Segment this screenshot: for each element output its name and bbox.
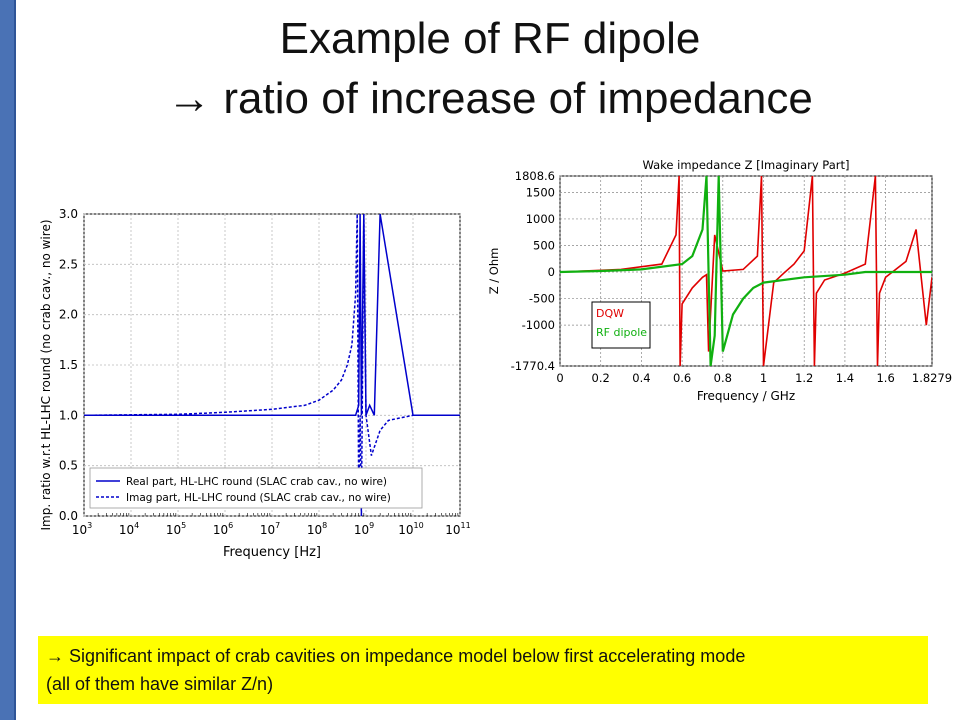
chart2-x-tick-label: 1.2 [795, 371, 813, 385]
chart1-y-tick-label: 1.5 [59, 358, 78, 372]
chart1-legend-label: Imag part, HL-LHC round (SLAC crab cav.,… [126, 492, 391, 504]
chart2-y-tick-label: 0 [548, 265, 555, 279]
chart2-x-tick-label: 1.4 [836, 371, 854, 385]
chart1-x-tick-exponent: 10 [414, 521, 424, 530]
chart1-x-tick-label: 103 [72, 521, 92, 537]
chart1-y-tick-label: 2.0 [59, 308, 78, 322]
chart1-x-tick-label: 108 [307, 521, 327, 537]
chart1-x-tick-label: 109 [354, 521, 374, 537]
slide-title-line1: Example of RF dipole [279, 14, 701, 63]
chart1-y-tick-label: 0.5 [59, 459, 78, 473]
chart2-plot: Wake impedance Z [Imaginary Part] 0 0.2 0.4… [487, 158, 952, 403]
chart2-x-tick-label: 0.2 [592, 371, 610, 385]
chart2-x-tick-label: 1.6 [876, 371, 894, 385]
chart1-legend-label: Real part, HL-LHC round (SLAC crab cav.,… [126, 476, 387, 488]
chart1-x-tick-exponent: 6 [228, 521, 233, 530]
chart1-x-tick-label: 1010 [398, 521, 423, 537]
chart1-x-tick-exponent: 5 [181, 521, 186, 530]
chart1-x-tick-exponent: 7 [275, 521, 280, 530]
chart1-legend-box [89, 467, 423, 509]
chart1-x-tick-exponent: 8 [322, 521, 327, 530]
chart1-x-tick-exponent: 9 [369, 521, 374, 530]
chart1-x-tick-exponent: 3 [87, 521, 92, 530]
wake-impedance-chart: Wake impedance Z [Imaginary Part] 0 0.2 0.4… [487, 158, 952, 403]
chart2-series-line-1 [560, 176, 932, 366]
summary-line2: (all of them have similar Z/n) [46, 674, 274, 694]
chart2-y-tick-label: 500 [533, 238, 555, 252]
chart1-x-tick-exponent: 4 [134, 521, 139, 530]
impedance-ratio-chart: 103 104 105 106 107 108 109 1010 10110.00.51.01.… [39, 207, 471, 560]
chart1-x-tick-label: 106 [213, 521, 233, 537]
chart1-y-tick-label: 2.5 [59, 257, 78, 271]
chart1-x-tick-label: 105 [166, 521, 186, 537]
chart1-y-axis-label: Imp. ratio w.r.t HL-LHC round (no crab c… [39, 219, 53, 530]
chart2-legend-box [591, 301, 651, 349]
slide-title-line2: → ratio of increase of impedance [167, 74, 813, 123]
chart1-x-tick-label: 1011 [445, 521, 470, 537]
chart2-y-tick-label: -1770.4 [511, 359, 555, 373]
chart2-x-tick-label: 0.4 [632, 371, 650, 385]
chart2-x-axis-label: Frequency / GHz [697, 389, 795, 403]
chart2-y-tick-label: 1808.6 [515, 169, 555, 183]
chart2-x-tick-label: 0.6 [673, 371, 691, 385]
chart1-series-line-1 [84, 214, 460, 417]
chart2-series-line-2 [560, 176, 932, 366]
chart1-y-tick-label: 3.0 [59, 207, 78, 221]
chart1-y-tick-label: 0.0 [59, 509, 78, 523]
chart2-x-tick-label: 1.8279 [912, 371, 952, 385]
summary-line1: → Significant impact of crab cavities on… [46, 646, 746, 666]
chart1-x-axis-label: Frequency [Hz] [223, 545, 321, 560]
summary-banner: → Significant impact of crab cavities on… [38, 636, 928, 704]
chart1-x-tick-exponent: 11 [461, 521, 471, 530]
chart2-legend-label: DQW [596, 307, 624, 320]
chart2-title: Wake impedance Z [Imaginary Part] [643, 158, 850, 172]
chart2-y-tick-label: 1500 [526, 185, 555, 199]
slide-side-bar [0, 0, 16, 720]
chart1-series-line-2 [84, 214, 460, 516]
chart1-y-tick-label: 1.0 [59, 408, 78, 422]
chart2-x-tick-label: 0 [556, 371, 563, 385]
chart2-x-tick-label: 1 [760, 371, 767, 385]
chart1-x-tick-label: 104 [119, 521, 139, 537]
chart2-legend-label: RF dipole [596, 326, 647, 339]
chart1-x-tick-label: 107 [260, 521, 280, 537]
chart1-plot: 103 104 105 106 107 108 109 1010 10110.00.51.01.… [39, 207, 471, 560]
chart2-x-tick-label: 0.8 [714, 371, 732, 385]
chart2-y-axis-label: Z / Ohm [487, 248, 501, 295]
chart2-y-tick-label: 1000 [526, 212, 555, 226]
chart2-y-tick-label: -500 [529, 292, 555, 306]
chart2-y-tick-label: -1000 [522, 318, 555, 332]
